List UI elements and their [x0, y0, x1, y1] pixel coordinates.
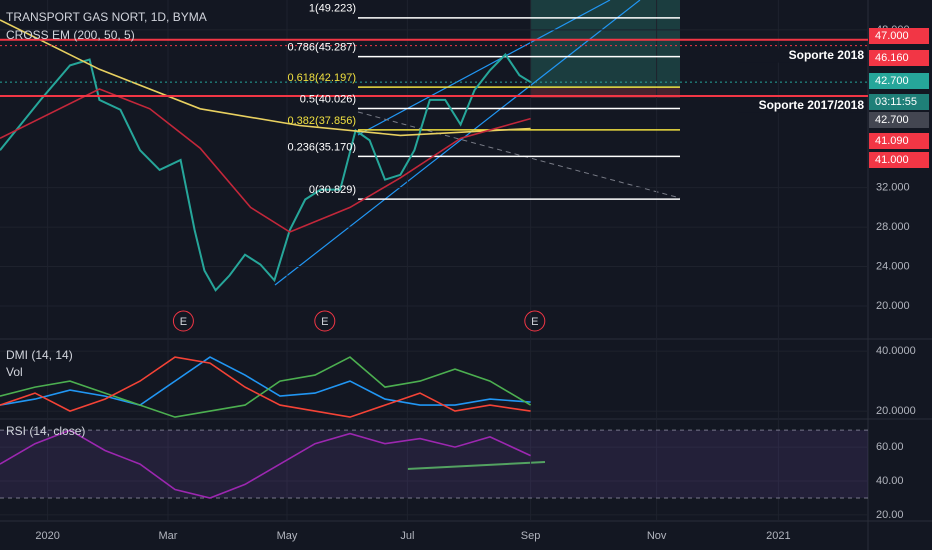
x-tick-label: Sep	[521, 530, 541, 542]
y-tick-label: 40.00	[876, 475, 904, 487]
event-label: E	[531, 316, 538, 328]
series-line	[0, 356, 532, 418]
x-tick-label: Mar	[159, 530, 178, 542]
indicator-title: Vol	[6, 365, 23, 379]
y-tick-label: 20.000	[876, 300, 910, 312]
price-tag-label: 03:11:55	[875, 96, 917, 108]
y-tick-label: 28.000	[876, 221, 910, 233]
price-tag-label: 41.090	[875, 135, 909, 147]
event-marker	[524, 310, 546, 332]
fib-label: 0.236(35.170)	[288, 141, 357, 153]
fib-label: 0(30.829)	[309, 184, 356, 196]
chart-title: TRANSPORT GAS NORT, 1D, BYMA	[6, 10, 207, 24]
price-tag	[869, 152, 929, 168]
x-tick-label: Jul	[400, 530, 414, 542]
series-line	[0, 88, 531, 233]
fib-label: 0.786(45.287)	[288, 42, 357, 54]
series-line	[0, 356, 531, 406]
event-label: E	[180, 316, 187, 328]
rsi-band	[0, 430, 868, 498]
trend-line	[274, 0, 641, 286]
series-line	[0, 19, 531, 137]
y-tick-label: 60.00	[876, 441, 904, 453]
annotation: Soporte 2017/2018	[759, 98, 865, 112]
y-tick-label: 20.00	[876, 509, 904, 521]
position-box-loss	[530, 88, 680, 98]
price-tag-label: 42.700	[875, 75, 909, 87]
series-line	[0, 356, 531, 418]
series-line	[0, 429, 531, 499]
x-tick-label: Nov	[647, 530, 667, 542]
event-label: E	[321, 316, 328, 328]
price-tag-label: 41.000	[875, 154, 909, 166]
trend-line	[357, 111, 681, 199]
x-tick-label: 2020	[35, 530, 59, 542]
x-tick-label: 2021	[766, 530, 790, 542]
price-tag-label: 42.700	[875, 114, 909, 126]
indicator-title: RSI (14, close)	[6, 424, 85, 438]
price-tag	[869, 28, 929, 44]
event-marker	[172, 310, 194, 332]
y-tick-label: 40.0000	[876, 345, 916, 357]
annotation-bg	[738, 48, 866, 63]
annotation-bg	[738, 98, 866, 113]
fib-label: 0.382(37.856)	[288, 115, 357, 127]
y-tick-label: 24.000	[876, 260, 910, 272]
marks	[0, 17, 868, 499]
price-tag	[869, 94, 929, 110]
fib-label: 0.5(40.026)	[300, 93, 356, 105]
annotation: Soporte 2018	[789, 48, 865, 62]
price-tag	[869, 112, 929, 128]
price-tag	[869, 73, 929, 89]
x-tick-label: May	[277, 530, 298, 542]
price-tag	[869, 50, 929, 66]
fib-label: 0.618(42.197)	[288, 72, 357, 84]
series-line	[0, 52, 532, 292]
y-tick-label: 32.000	[876, 182, 910, 194]
price-tag	[869, 133, 929, 149]
trend-line	[357, 0, 611, 136]
price-tag-label: 46.160	[875, 52, 909, 64]
indicator-title: DMI (14, 14)	[6, 348, 73, 362]
y-tick-label: 20.0000	[876, 405, 916, 417]
price-tag-label: 47.000	[875, 30, 909, 42]
indicator-title: CROSS EM (200, 50, 5)	[6, 28, 135, 42]
position-box	[530, 0, 680, 88]
event-marker	[314, 310, 336, 332]
fib-label: 1(49.223)	[309, 3, 356, 15]
rsi-trend-line	[406, 461, 546, 470]
